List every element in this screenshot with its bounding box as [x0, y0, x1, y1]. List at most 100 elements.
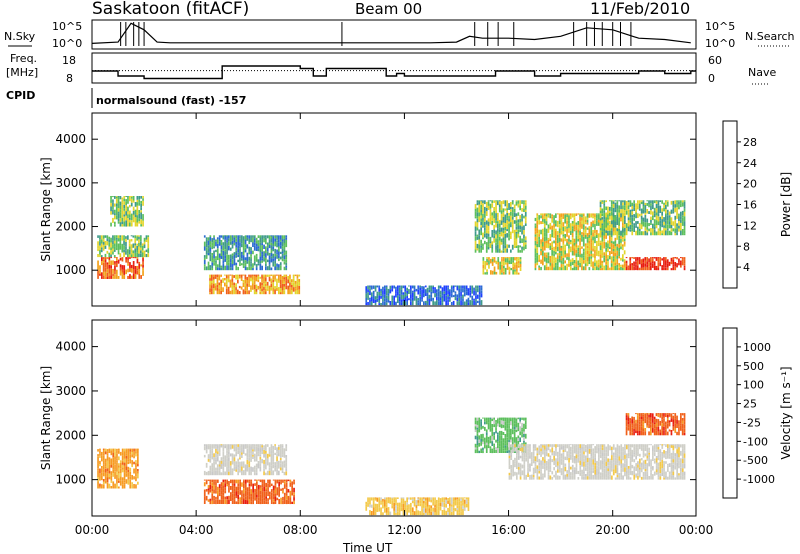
heatmap-cell: [102, 247, 105, 251]
heatmap-cell: [250, 494, 253, 497]
heatmap-cell: [536, 465, 539, 469]
heatmap-cell: [231, 259, 234, 264]
heatmap-cell: [462, 508, 464, 513]
heatmap-cell: [517, 222, 520, 226]
heatmap-cell: [672, 200, 675, 205]
heatmap-cell: [585, 467, 587, 471]
heatmap-cell: [276, 461, 278, 465]
heatmap-cell: [476, 288, 479, 293]
heatmap-cell: [238, 276, 241, 279]
heatmap-cell: [125, 466, 128, 471]
y-tick-label: 1000: [55, 263, 86, 277]
heatmap-cell: [517, 272, 520, 275]
heatmap-cell: [447, 498, 449, 501]
heatmap-cell: [622, 451, 624, 456]
heatmap-cell: [419, 503, 421, 507]
heatmap-cell: [577, 232, 580, 236]
heatmap-cell: [644, 263, 647, 267]
heatmap-cell: [497, 445, 499, 449]
heatmap-cell: [370, 301, 373, 306]
heatmap-cell: [430, 499, 433, 503]
heatmap-cell: [493, 271, 496, 275]
heatmap-cell: [203, 493, 206, 497]
heatmap-cell: [625, 260, 628, 264]
heatmap-cell: [529, 444, 531, 446]
heatmap-cell: [633, 257, 635, 259]
heatmap-cell: [218, 261, 221, 266]
heatmap-cell: [246, 290, 248, 295]
heatmap-cell: [421, 297, 423, 300]
heatmap-cell: [250, 450, 252, 454]
heatmap-cell: [482, 417, 484, 419]
heatmap-cell: [489, 241, 492, 244]
heatmap-cell: [104, 472, 107, 477]
heatmap-cell: [134, 238, 137, 244]
heatmap-cell: [652, 232, 654, 236]
heatmap-cell: [486, 262, 488, 266]
heatmap-cell: [560, 253, 563, 256]
heatmap-cell: [521, 451, 524, 456]
heatmap-cell: [588, 232, 591, 235]
heatmap-cell: [270, 267, 273, 271]
heatmap-cell: [250, 256, 252, 259]
heatmap-cell: [511, 441, 514, 445]
heatmap-cell: [524, 240, 527, 243]
heatmap-cell: [458, 501, 460, 506]
heatmap-cell: [482, 447, 484, 451]
heatmap-cell: [215, 470, 217, 476]
heatmap-cell: [413, 501, 416, 507]
heatmap-cell: [282, 500, 284, 505]
heatmap-cell: [205, 247, 208, 251]
heatmap-cell: [670, 261, 673, 265]
heatmap-cell: [259, 454, 262, 457]
heatmap-region: [474, 417, 527, 454]
heatmap-cell: [211, 485, 214, 489]
heatmap-cell: [523, 202, 525, 205]
heatmap-cell: [246, 244, 249, 249]
heatmap-cell: [506, 445, 508, 451]
heatmap-cell: [209, 500, 212, 505]
heatmap-cell: [519, 445, 522, 449]
heatmap-cell: [256, 481, 258, 486]
heatmap-cell: [385, 290, 388, 296]
heatmap-cell: [661, 211, 663, 216]
heatmap-cell: [564, 226, 566, 230]
heatmap-cell: [207, 245, 210, 249]
heatmap-cell: [239, 257, 241, 262]
heatmap-cell: [551, 459, 554, 463]
heatmap-cell: [220, 249, 223, 252]
heatmap-cell: [445, 285, 447, 287]
heatmap-cell: [253, 280, 256, 285]
heatmap-cell: [519, 463, 522, 468]
heatmap-cell: [635, 267, 637, 271]
heatmap-cell: [374, 296, 377, 300]
heatmap-cell: [229, 241, 232, 245]
heatmap-cell: [603, 475, 606, 480]
heatmap-cell: [500, 440, 503, 444]
freq-tick-high-left: 18: [62, 54, 76, 67]
heatmap-cell: [242, 236, 245, 241]
heatmap-cell: [511, 212, 514, 217]
heatmap-cell: [253, 235, 256, 237]
heatmap-cell: [508, 437, 510, 440]
heatmap-cell: [661, 268, 663, 271]
heatmap-cell: [599, 475, 602, 480]
heatmap-cell: [439, 286, 442, 289]
heatmap-cell: [121, 452, 124, 456]
heatmap-cell: [265, 444, 267, 449]
heatmap-cell: [285, 468, 288, 472]
heatmap-cell: [370, 511, 373, 516]
heatmap-cell: [493, 229, 495, 234]
heatmap-cell: [417, 302, 420, 306]
heatmap-cell: [558, 266, 561, 271]
heatmap-cell: [564, 247, 566, 251]
heatmap-cell: [265, 496, 267, 499]
heatmap-cell: [131, 484, 133, 489]
heatmap-cell: [248, 491, 251, 497]
heatmap-cell: [121, 265, 124, 270]
heatmap-cell: [291, 279, 293, 283]
heatmap-cell: [622, 259, 624, 262]
heatmap-cell: [596, 473, 598, 476]
heatmap-cell: [629, 204, 632, 207]
heatmap-cell: [512, 269, 514, 275]
